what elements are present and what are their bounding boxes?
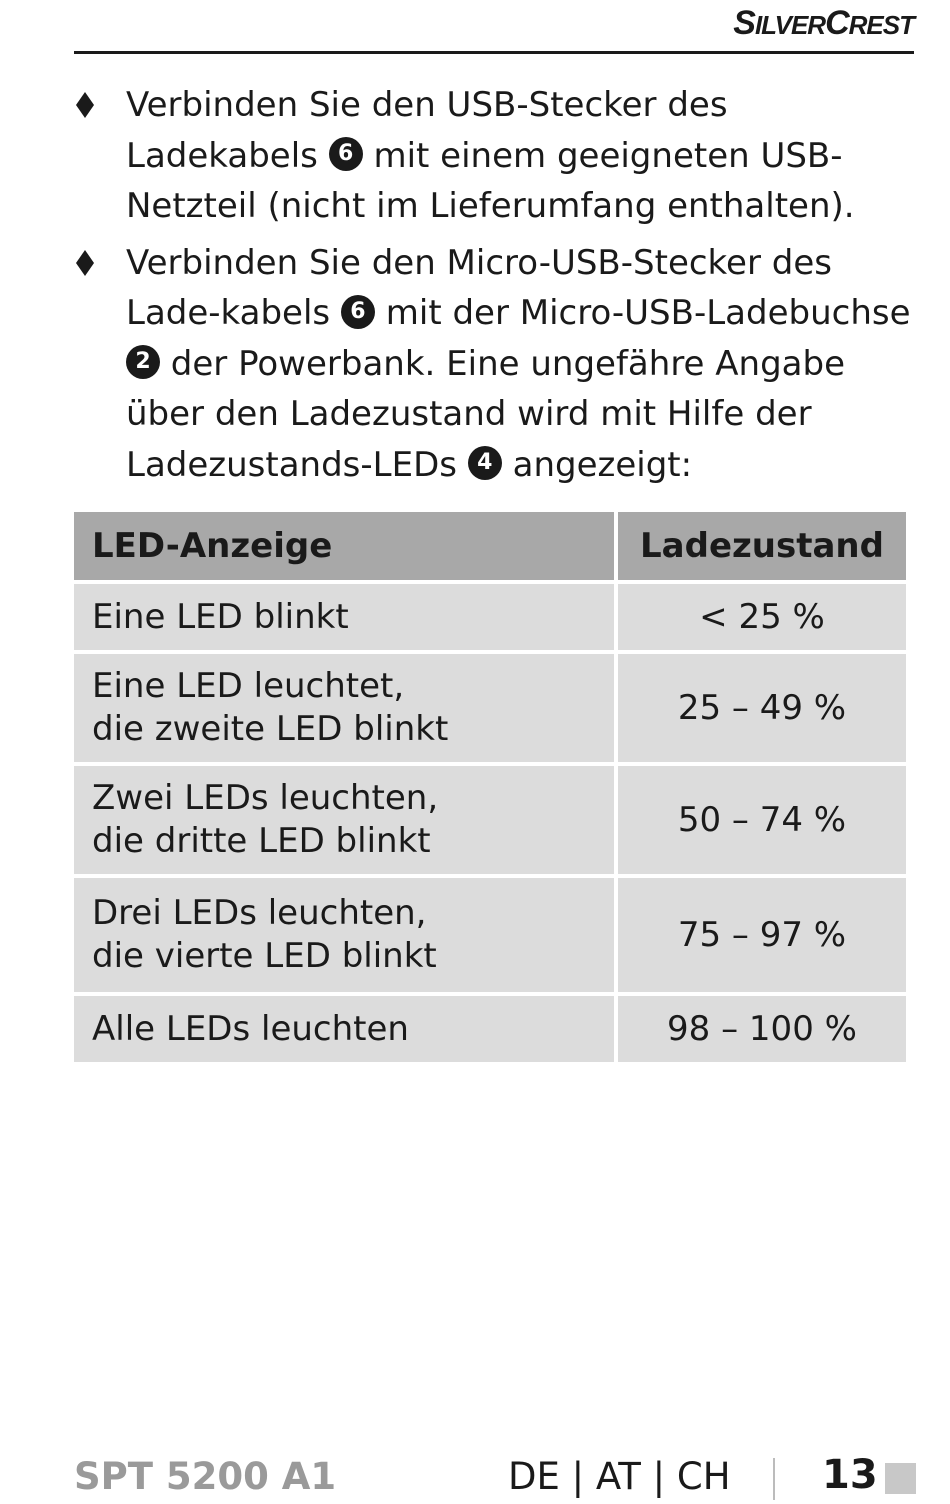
led-cell: Alle LEDs leuchten <box>74 996 614 1062</box>
table-row: Drei LEDs leuchten, die vierte LED blinkt… <box>74 878 906 992</box>
led-status-table: LED-Anzeige Ladezustand Eine LED blinkt … <box>70 508 910 1066</box>
bullet-text: angezeigt: <box>501 444 693 485</box>
charge-cell: < 25 % <box>618 584 906 650</box>
reference-number-badge: 2 <box>126 345 160 379</box>
page-number: 13 <box>822 1452 878 1498</box>
instruction-list: Verbinden Sie den USB-Stecker des Ladeka… <box>74 80 916 496</box>
led-cell: Eine LED blinkt <box>74 584 614 650</box>
bullet-text: Verbinden Sie den USB-Stecker des Ladeka… <box>126 85 728 176</box>
charge-cell: 75 – 97 % <box>618 878 906 992</box>
reference-number-badge: 4 <box>467 446 502 480</box>
bullet-item-usb-adapter: Verbinden Sie den USB-Stecker des Ladeka… <box>74 80 916 232</box>
header-rule <box>74 51 914 54</box>
bullet-text: mit der Micro-USB-Ladebuchse <box>374 293 911 333</box>
brand-logo: SILVERCREST <box>733 4 915 42</box>
charge-cell: 25 – 49 % <box>618 654 906 762</box>
reference-number-badge: 6 <box>340 294 375 329</box>
bullet-text: Verbinden Sie den Micro-USB-Stecker des … <box>126 242 832 334</box>
led-cell: Zwei LEDs leuchten, die dritte LED blinkt <box>74 766 614 874</box>
led-cell: Drei LEDs leuchten, die vierte LED blinkt <box>74 878 614 992</box>
model-number: SPT 5200 A1 <box>74 1455 337 1498</box>
footer-divider <box>773 1458 775 1500</box>
charge-cell: 50 – 74 % <box>618 766 906 874</box>
column-header-led: LED-Anzeige <box>74 512 614 580</box>
table-row: Eine LED blinkt < 25 % <box>74 584 906 650</box>
page-marker-square <box>885 1463 916 1494</box>
diamond-bullet-icon <box>76 249 94 276</box>
table-row: Eine LED leuchtet, die zweite LED blinkt … <box>74 654 906 762</box>
bullet-text: der Powerbank. Eine ungefähre Angabe übe… <box>126 343 845 485</box>
charge-cell: 98 – 100 % <box>618 996 906 1062</box>
bullet-item-micro-usb: Verbinden Sie den Micro-USB-Stecker des … <box>74 238 916 491</box>
table-row: Alle LEDs leuchten 98 – 100 % <box>74 996 906 1062</box>
led-cell: Eine LED leuchtet, die zweite LED blinkt <box>74 654 614 762</box>
table-row: Zwei LEDs leuchten, die dritte LED blinkt… <box>74 766 906 874</box>
table-header-row: LED-Anzeige Ladezustand <box>74 512 906 580</box>
reference-number-badge: 6 <box>328 137 363 171</box>
column-header-charge-state: Ladezustand <box>618 512 906 580</box>
country-codes: DE | AT | CH <box>508 1455 731 1498</box>
diamond-bullet-icon <box>76 92 94 118</box>
bullet-text: mit einem geeigneten USB-Netzteil (nicht… <box>126 135 855 227</box>
